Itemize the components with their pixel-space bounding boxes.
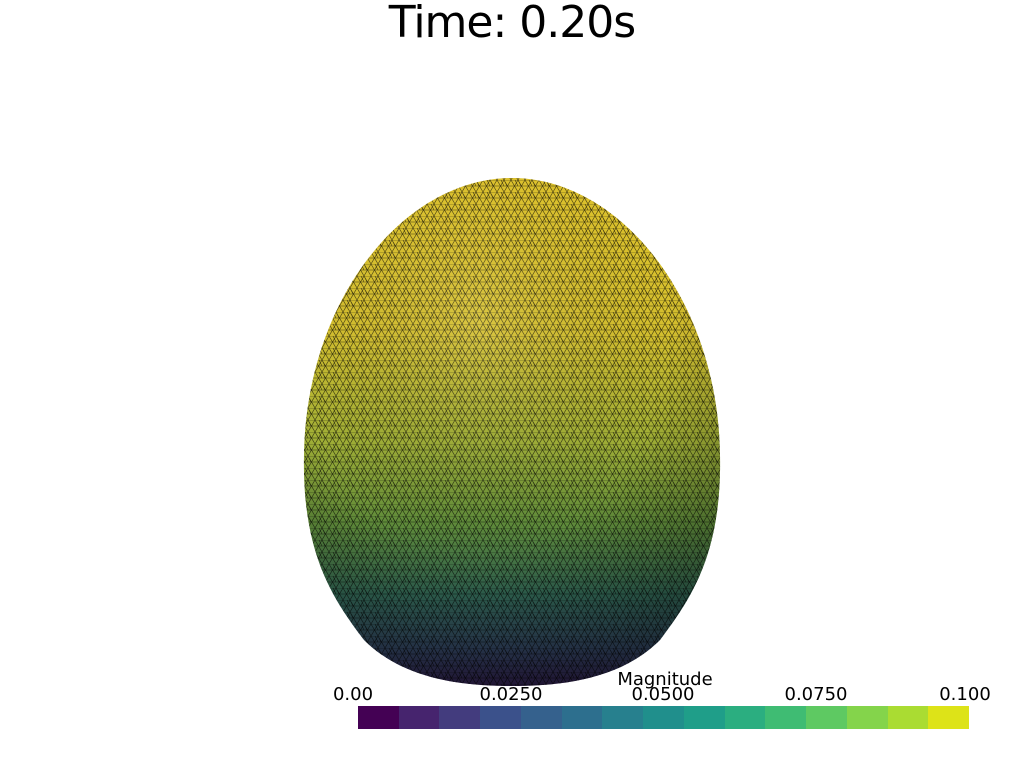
colorbar-tick-label: 0.0250 — [479, 684, 543, 705]
colorbar-title: Magnitude — [617, 669, 713, 690]
colorbar-swatch — [765, 706, 807, 729]
colorbar-tick-label: 0.0750 — [784, 684, 848, 705]
colorbar-swatch — [806, 706, 848, 729]
colorbar-tick-label: 0.100 — [939, 684, 991, 705]
colorbar-swatch — [928, 706, 969, 729]
colorbar-swatch — [439, 706, 481, 729]
colorbar-swatch — [847, 706, 889, 729]
colorbar-swatch — [358, 706, 400, 729]
colorbar-swatch — [888, 706, 929, 729]
colorbar-swatch — [399, 706, 440, 729]
colorbar-tick-label: 0.0500 — [631, 684, 695, 705]
colorbar-tick-label: 0.00 — [332, 684, 374, 705]
colorbar — [358, 706, 969, 729]
egg-mesh — [303, 178, 721, 686]
colorbar-swatch — [562, 706, 603, 729]
colorbar-swatch — [602, 706, 644, 729]
egg-shading — [303, 178, 721, 686]
time-title: Time: 0.20s — [388, 0, 636, 48]
colorbar-swatch — [684, 706, 726, 729]
colorbar-swatch — [521, 706, 563, 729]
colorbar-swatch — [480, 706, 522, 729]
colorbar-swatch — [643, 706, 685, 729]
colorbar-swatch — [725, 706, 766, 729]
